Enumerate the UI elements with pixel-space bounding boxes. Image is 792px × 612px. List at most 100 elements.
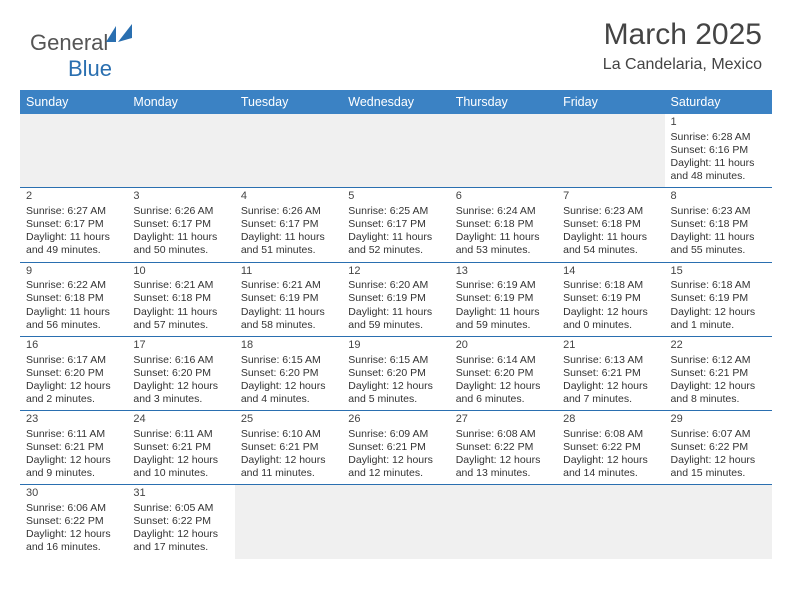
day-number: 10 <box>133 265 228 279</box>
calendar-cell: 22Sunrise: 6:12 AMSunset: 6:21 PMDayligh… <box>665 336 772 410</box>
calendar-cell: 1Sunrise: 6:28 AMSunset: 6:16 PMDaylight… <box>665 114 772 188</box>
daylight-text: Daylight: 12 hours and 7 minutes. <box>563 380 658 406</box>
sunset-text: Sunset: 6:17 PM <box>133 218 228 231</box>
sunrise-text: Sunrise: 6:20 AM <box>348 279 443 292</box>
sunset-text: Sunset: 6:19 PM <box>241 292 336 305</box>
day-number: 28 <box>563 413 658 427</box>
sunrise-text: Sunrise: 6:11 AM <box>133 428 228 441</box>
sunset-text: Sunset: 6:17 PM <box>26 218 121 231</box>
day-number: 13 <box>456 265 551 279</box>
sunrise-text: Sunrise: 6:06 AM <box>26 502 121 515</box>
sunset-text: Sunset: 6:21 PM <box>348 441 443 454</box>
sunset-text: Sunset: 6:22 PM <box>26 515 121 528</box>
sunset-text: Sunset: 6:18 PM <box>26 292 121 305</box>
weekday-header: Tuesday <box>235 90 342 114</box>
calendar-cell: 19Sunrise: 6:15 AMSunset: 6:20 PMDayligh… <box>342 336 449 410</box>
sunrise-text: Sunrise: 6:16 AM <box>133 354 228 367</box>
calendar-cell <box>127 114 234 188</box>
day-number: 21 <box>563 339 658 353</box>
daylight-text: Daylight: 12 hours and 10 minutes. <box>133 454 228 480</box>
daylight-text: Daylight: 12 hours and 9 minutes. <box>26 454 121 480</box>
day-number: 11 <box>241 265 336 279</box>
daylight-text: Daylight: 11 hours and 54 minutes. <box>563 231 658 257</box>
calendar-cell: 12Sunrise: 6:20 AMSunset: 6:19 PMDayligh… <box>342 262 449 336</box>
calendar-cell <box>450 114 557 188</box>
daylight-text: Daylight: 11 hours and 49 minutes. <box>26 231 121 257</box>
daylight-text: Daylight: 11 hours and 51 minutes. <box>241 231 336 257</box>
day-number: 25 <box>241 413 336 427</box>
sunrise-text: Sunrise: 6:09 AM <box>348 428 443 441</box>
calendar-cell: 20Sunrise: 6:14 AMSunset: 6:20 PMDayligh… <box>450 336 557 410</box>
sunset-text: Sunset: 6:20 PM <box>348 367 443 380</box>
day-number: 14 <box>563 265 658 279</box>
sunset-text: Sunset: 6:18 PM <box>671 218 766 231</box>
daylight-text: Daylight: 12 hours and 3 minutes. <box>133 380 228 406</box>
calendar-cell <box>557 485 664 559</box>
day-number: 8 <box>671 190 766 204</box>
calendar-cell <box>342 485 449 559</box>
daylight-text: Daylight: 12 hours and 15 minutes. <box>671 454 766 480</box>
calendar-week: 30Sunrise: 6:06 AMSunset: 6:22 PMDayligh… <box>20 485 772 559</box>
calendar-week: 1Sunrise: 6:28 AMSunset: 6:16 PMDaylight… <box>20 114 772 188</box>
day-number: 2 <box>26 190 121 204</box>
calendar-body: 1Sunrise: 6:28 AMSunset: 6:16 PMDaylight… <box>20 114 772 559</box>
sunrise-text: Sunrise: 6:08 AM <box>456 428 551 441</box>
day-number: 20 <box>456 339 551 353</box>
logo-text-1: General <box>30 30 108 55</box>
day-number: 7 <box>563 190 658 204</box>
calendar: SundayMondayTuesdayWednesdayThursdayFrid… <box>0 90 792 559</box>
sunrise-text: Sunrise: 6:26 AM <box>241 205 336 218</box>
sunrise-text: Sunrise: 6:07 AM <box>671 428 766 441</box>
sunrise-text: Sunrise: 6:14 AM <box>456 354 551 367</box>
sunrise-text: Sunrise: 6:05 AM <box>133 502 228 515</box>
day-number: 6 <box>456 190 551 204</box>
sunrise-text: Sunrise: 6:15 AM <box>348 354 443 367</box>
calendar-cell: 27Sunrise: 6:08 AMSunset: 6:22 PMDayligh… <box>450 411 557 485</box>
calendar-table: SundayMondayTuesdayWednesdayThursdayFrid… <box>20 90 772 559</box>
sunset-text: Sunset: 6:21 PM <box>563 367 658 380</box>
calendar-cell <box>557 114 664 188</box>
calendar-cell: 18Sunrise: 6:15 AMSunset: 6:20 PMDayligh… <box>235 336 342 410</box>
day-number: 4 <box>241 190 336 204</box>
daylight-text: Daylight: 11 hours and 59 minutes. <box>456 306 551 332</box>
sunrise-text: Sunrise: 6:12 AM <box>671 354 766 367</box>
calendar-cell: 5Sunrise: 6:25 AMSunset: 6:17 PMDaylight… <box>342 188 449 262</box>
sunset-text: Sunset: 6:20 PM <box>241 367 336 380</box>
sunset-text: Sunset: 6:21 PM <box>133 441 228 454</box>
sunset-text: Sunset: 6:21 PM <box>26 441 121 454</box>
daylight-text: Daylight: 11 hours and 58 minutes. <box>241 306 336 332</box>
sunset-text: Sunset: 6:17 PM <box>241 218 336 231</box>
daylight-text: Daylight: 12 hours and 8 minutes. <box>671 380 766 406</box>
day-number: 30 <box>26 487 121 501</box>
sunrise-text: Sunrise: 6:11 AM <box>26 428 121 441</box>
sunset-text: Sunset: 6:19 PM <box>456 292 551 305</box>
daylight-text: Daylight: 11 hours and 52 minutes. <box>348 231 443 257</box>
calendar-week: 2Sunrise: 6:27 AMSunset: 6:17 PMDaylight… <box>20 188 772 262</box>
daylight-text: Daylight: 12 hours and 12 minutes. <box>348 454 443 480</box>
sunrise-text: Sunrise: 6:15 AM <box>241 354 336 367</box>
sunrise-text: Sunrise: 6:23 AM <box>671 205 766 218</box>
page-subtitle: La Candelaria, Mexico <box>603 56 762 74</box>
daylight-text: Daylight: 11 hours and 57 minutes. <box>133 306 228 332</box>
sunrise-text: Sunrise: 6:18 AM <box>671 279 766 292</box>
daylight-text: Daylight: 12 hours and 13 minutes. <box>456 454 551 480</box>
day-number: 31 <box>133 487 228 501</box>
calendar-week: 9Sunrise: 6:22 AMSunset: 6:18 PMDaylight… <box>20 262 772 336</box>
day-number: 29 <box>671 413 766 427</box>
day-number: 9 <box>26 265 121 279</box>
daylight-text: Daylight: 11 hours and 59 minutes. <box>348 306 443 332</box>
day-number: 22 <box>671 339 766 353</box>
sunrise-text: Sunrise: 6:27 AM <box>26 205 121 218</box>
calendar-cell <box>665 485 772 559</box>
sunset-text: Sunset: 6:22 PM <box>456 441 551 454</box>
daylight-text: Daylight: 11 hours and 53 minutes. <box>456 231 551 257</box>
logo-text-2: Blue <box>68 56 112 81</box>
daylight-text: Daylight: 12 hours and 1 minute. <box>671 306 766 332</box>
sunset-text: Sunset: 6:20 PM <box>133 367 228 380</box>
day-number: 3 <box>133 190 228 204</box>
day-number: 15 <box>671 265 766 279</box>
sunset-text: Sunset: 6:16 PM <box>671 144 766 157</box>
calendar-cell: 9Sunrise: 6:22 AMSunset: 6:18 PMDaylight… <box>20 262 127 336</box>
calendar-cell: 6Sunrise: 6:24 AMSunset: 6:18 PMDaylight… <box>450 188 557 262</box>
sunset-text: Sunset: 6:17 PM <box>348 218 443 231</box>
